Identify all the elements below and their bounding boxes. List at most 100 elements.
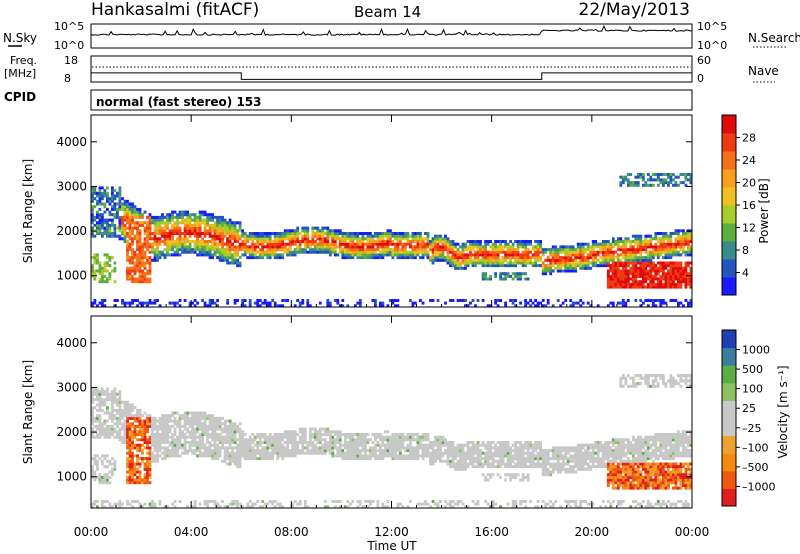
data-cell	[664, 264, 668, 268]
data-cell	[133, 430, 137, 434]
data-cell	[226, 223, 229, 227]
data-cell	[416, 438, 420, 442]
data-cell	[677, 250, 680, 254]
data-cell	[146, 215, 149, 219]
data-cell	[526, 277, 530, 281]
data-cell	[296, 441, 300, 444]
data-cell	[251, 457, 255, 461]
data-cell	[511, 264, 515, 268]
data-cell	[474, 250, 477, 254]
data-cell	[256, 240, 260, 243]
data-cell	[201, 438, 204, 442]
data-cell	[311, 449, 315, 453]
data-cell	[298, 245, 302, 249]
data-cell	[521, 258, 525, 262]
data-cell	[153, 242, 157, 246]
data-cell	[171, 443, 174, 447]
data-cell	[389, 232, 392, 235]
data-cell	[123, 430, 127, 434]
data-cell	[103, 481, 107, 485]
data-cell	[338, 237, 342, 241]
data-cell	[251, 433, 255, 436]
data-cell	[291, 443, 295, 447]
data-cell	[253, 457, 257, 461]
data-cell	[667, 261, 670, 265]
data-cell	[238, 441, 242, 444]
data-cell	[371, 245, 375, 249]
data-cell	[409, 242, 412, 246]
data-cell	[293, 449, 297, 453]
data-cell	[121, 422, 124, 426]
data-cell	[476, 261, 480, 265]
data-cell	[621, 250, 625, 254]
data-cell	[474, 261, 477, 265]
data-cell	[626, 240, 630, 243]
data-cell	[687, 173, 690, 176]
data-cell	[626, 280, 630, 284]
y-tick-label: 2000	[56, 224, 87, 238]
data-cell	[414, 240, 417, 243]
data-cell	[303, 500, 307, 503]
data-cell	[504, 304, 507, 308]
data-cell	[366, 433, 370, 436]
data-cell	[221, 221, 224, 225]
data-cell	[626, 256, 630, 260]
data-cell	[151, 441, 154, 444]
data-cell	[649, 274, 653, 278]
data-cell	[303, 430, 307, 434]
data-cell	[551, 258, 555, 262]
data-cell	[246, 446, 250, 450]
data-cell	[586, 266, 590, 270]
data-cell	[571, 248, 575, 252]
data-cell	[238, 261, 242, 265]
data-cell	[128, 207, 132, 211]
data-cell	[166, 435, 169, 439]
data-cell	[163, 248, 167, 252]
data-cell	[241, 301, 245, 305]
data-cell	[634, 183, 638, 187]
data-cell	[451, 240, 455, 243]
data-cell	[151, 245, 154, 249]
data-cell	[143, 422, 147, 426]
data-cell	[236, 261, 239, 265]
data-cell	[351, 234, 355, 238]
data-cell	[146, 256, 149, 260]
data-cell	[91, 475, 94, 479]
data-cell	[626, 264, 630, 268]
data-cell	[103, 390, 107, 394]
data-cell	[91, 256, 94, 260]
data-cell	[389, 441, 392, 444]
data-cell	[198, 226, 202, 230]
data-cell	[276, 446, 280, 450]
data-cell	[121, 202, 124, 206]
data-cell	[689, 173, 693, 176]
data-cell	[176, 419, 179, 423]
data-cell	[126, 256, 129, 260]
data-cell	[446, 248, 450, 252]
data-cell	[196, 411, 199, 415]
data-cell	[193, 242, 197, 246]
data-cell	[649, 264, 653, 268]
data-cell	[466, 261, 470, 265]
data-cell	[108, 395, 112, 399]
data-cell	[246, 248, 250, 252]
data-cell	[136, 467, 139, 471]
data-cell	[667, 181, 670, 185]
data-cell	[113, 400, 117, 404]
data-cell	[606, 282, 610, 286]
data-cell	[376, 435, 380, 439]
data-cell	[386, 430, 390, 434]
data-cell	[439, 240, 442, 243]
data-cell	[153, 457, 157, 461]
data-cell	[141, 223, 144, 227]
data-cell	[258, 505, 262, 509]
data-cell	[158, 446, 162, 450]
data-cell	[123, 237, 127, 241]
data-cell	[331, 449, 335, 453]
data-cell	[376, 454, 380, 458]
data-cell	[371, 451, 375, 455]
data-cell	[621, 277, 625, 281]
data-cell	[489, 245, 492, 249]
data-cell	[414, 454, 417, 458]
data-cell	[113, 435, 117, 439]
